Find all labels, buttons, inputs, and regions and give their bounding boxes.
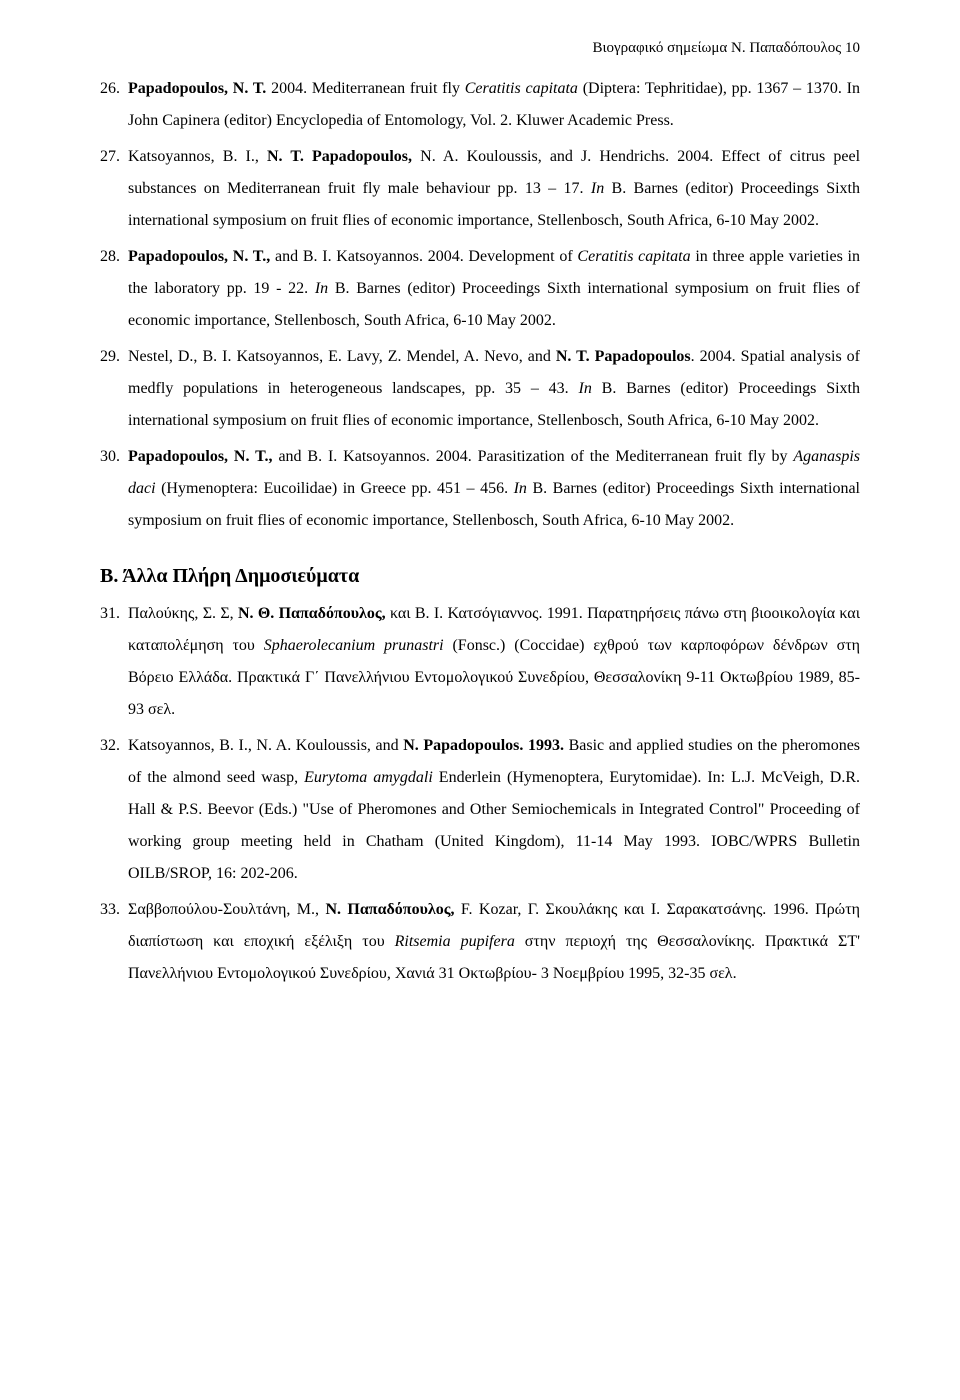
reference-entry: 33.Σαββοπούλου-Σουλτάνη, Μ., Ν. Παπαδόπο… <box>100 894 860 990</box>
in-italic: In <box>514 480 527 497</box>
in-italic: In <box>591 180 604 197</box>
reference-entry: 29.Nestel, D., B. I. Katsoyannos, E. Lav… <box>100 341 860 437</box>
author-bold: Ν. Παπαδόπουλος, <box>325 901 454 918</box>
text: 2004. Mediterranean fruit fly <box>271 80 465 97</box>
author-bold: Ν. Θ. Παπαδόπουλος, <box>238 605 386 622</box>
entry-number: 32. <box>100 730 128 762</box>
text: and B. I. Katsoyannos. 2004. Development… <box>270 248 577 265</box>
in-italic: In <box>579 380 592 397</box>
species-italic: Sphaerolecanium prunastri <box>264 637 444 654</box>
text: Παλούκης, Σ. Σ, <box>128 605 238 622</box>
author-bold: Papadopoulos, N. T., <box>128 248 270 265</box>
reference-entry: 30.Papadopoulos, N. T., and B. I. Katsoy… <box>100 441 860 537</box>
entry-number: 33. <box>100 894 128 926</box>
reference-entry: 31.Παλούκης, Σ. Σ, Ν. Θ. Παπαδόπουλος, κ… <box>100 598 860 726</box>
in-italic: In <box>315 280 328 297</box>
text: Katsoyannos, B. I., <box>128 148 267 165</box>
text: Nestel, D., B. I. Katsoyannos, E. Lavy, … <box>128 348 556 365</box>
species-italic: Eurytoma amygdali <box>304 769 433 786</box>
species-italic: Ceratitis capitata <box>577 248 690 265</box>
text: Σαββοπούλου-Σουλτάνη, Μ., <box>128 901 325 918</box>
author-bold: Papadopoulos, N. T. <box>128 80 271 97</box>
entry-number: 27. <box>100 141 128 173</box>
reference-entry: 26.Papadopoulos, N. T. 2004. Mediterrane… <box>100 73 860 137</box>
entry-number: 31. <box>100 598 128 630</box>
text: (Hymenoptera: Eucoilidae) in Greece pp. … <box>156 480 514 497</box>
section-b-title: Β. Άλλα Πλήρη Δημοσιεύματα <box>100 565 860 588</box>
entry-number: 30. <box>100 441 128 473</box>
species-italic: Ceratitis capitata <box>465 80 578 97</box>
entry-number: 29. <box>100 341 128 373</box>
species-italic: Ritsemia pupifera <box>395 933 515 950</box>
author-bold: N. Papadopoulos. 1993. <box>403 737 564 754</box>
reference-entry: 27.Katsoyannos, B. I., N. T. Papadopoulo… <box>100 141 860 237</box>
author-bold: Papadopoulos, N. T., <box>128 448 273 465</box>
reference-entry: 32.Katsoyannos, B. I., N. A. Kouloussis,… <box>100 730 860 890</box>
text: and B. I. Katsoyannos. 2004. Parasitizat… <box>273 448 794 465</box>
entry-number: 26. <box>100 73 128 105</box>
entry-number: 28. <box>100 241 128 273</box>
author-bold: N. T. Papadopoulos, <box>267 148 420 165</box>
reference-entry: 28.Papadopoulos, N. T., and B. I. Katsoy… <box>100 241 860 337</box>
text: Katsoyannos, B. I., N. A. Kouloussis, an… <box>128 737 403 754</box>
author-bold: N. T. Papadopoulos <box>556 348 691 365</box>
page-header: Βιογραφικό σημείωμα Ν. Παπαδόπουλος 10 <box>100 40 860 57</box>
